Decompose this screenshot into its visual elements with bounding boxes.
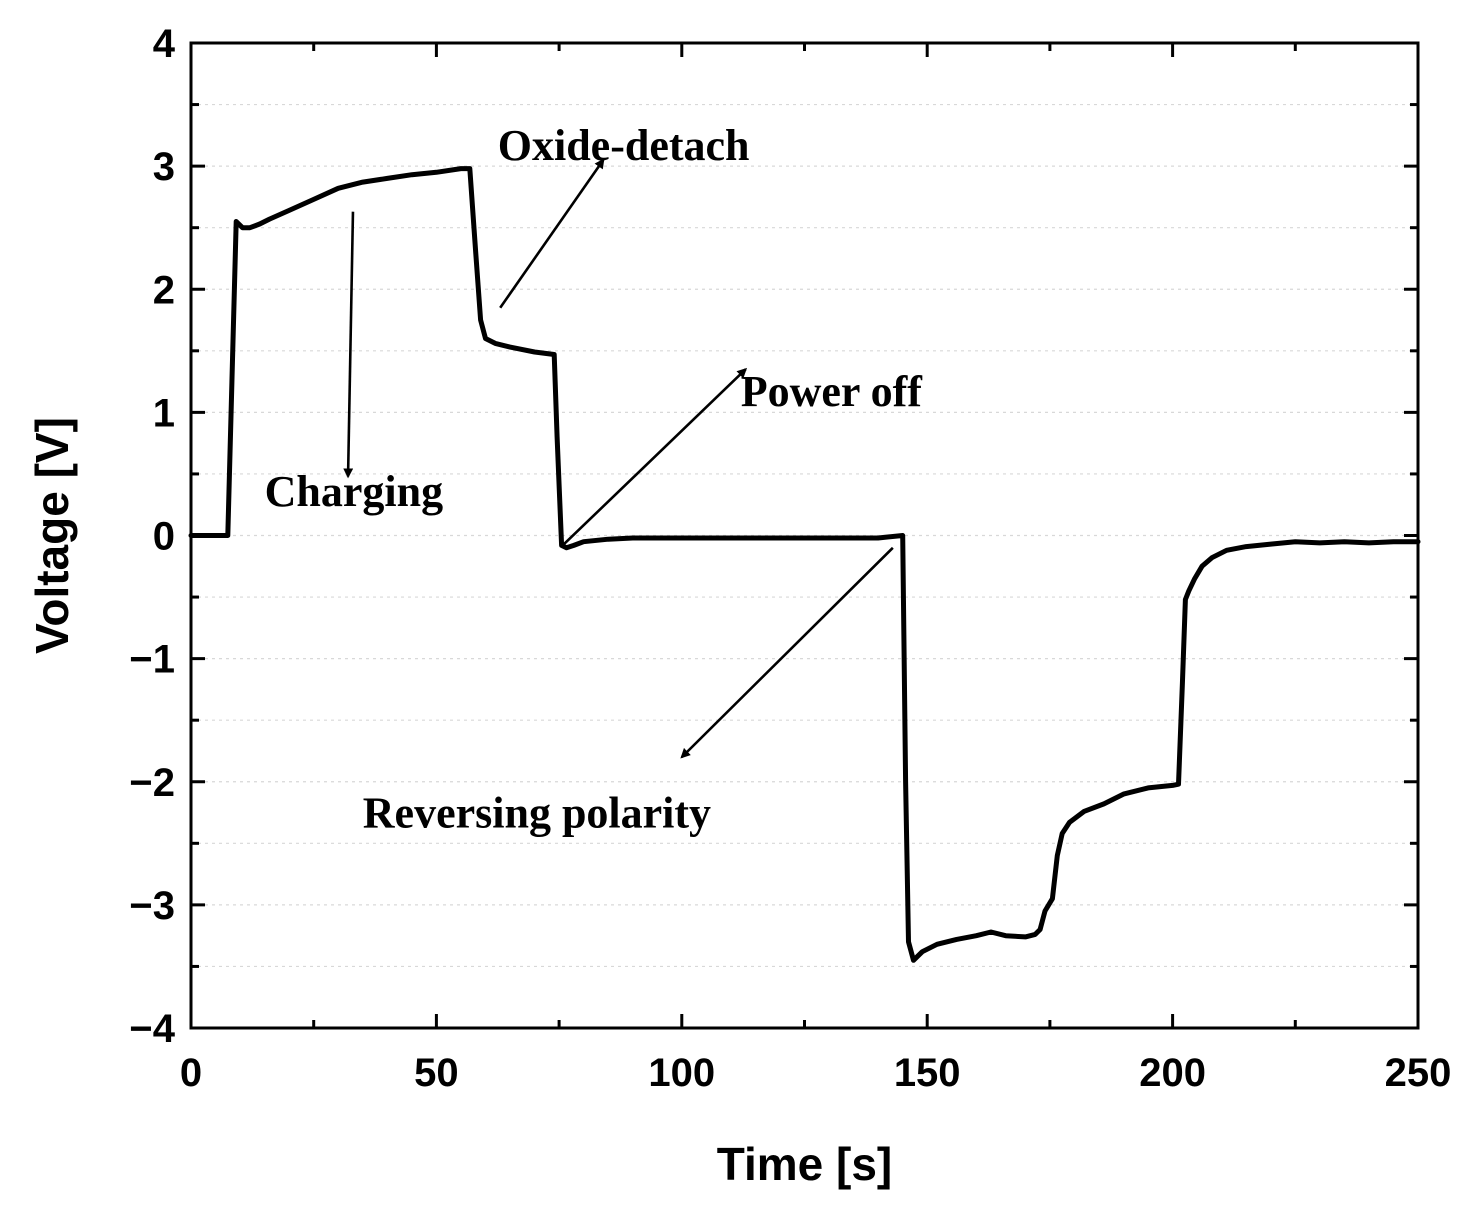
x-tick-label: 0 — [180, 1051, 202, 1095]
annotation-label: Reversing polarity — [363, 788, 711, 837]
annotation-arrow — [343, 211, 355, 479]
x-tick-label: 100 — [648, 1051, 715, 1095]
voltage-series-line — [188, 166, 1421, 963]
annotations: Oxide-detach Power off Charging Reversing p… — [265, 121, 924, 837]
x-tick-label: 50 — [414, 1051, 459, 1095]
annotation-arrow — [680, 546, 894, 759]
annotation-arrow — [499, 158, 605, 309]
y-tick-label: −1 — [129, 638, 175, 682]
grid-lines — [191, 103, 1418, 968]
y-tick-label: 1 — [153, 391, 175, 435]
y-tick-label: 4 — [153, 22, 176, 66]
annotation-label: Power off — [741, 367, 924, 416]
y-tick-label: 3 — [153, 145, 175, 189]
y-tick-label: −4 — [129, 1007, 175, 1051]
series-layer — [188, 166, 1421, 963]
y-tick-label: −2 — [129, 761, 175, 805]
annotation-label: Charging — [265, 467, 443, 516]
y-tick-label: 2 — [153, 268, 175, 312]
annotation-label: Oxide-detach — [498, 121, 750, 170]
x-tick-label: 200 — [1139, 1051, 1206, 1095]
x-axis-title: Time [s] — [717, 1138, 893, 1190]
x-tick-label: 150 — [894, 1051, 961, 1095]
x-tick-label: 250 — [1385, 1051, 1452, 1095]
y-tick-label: −3 — [129, 884, 175, 928]
y-axis-title: Voltage [V] — [26, 417, 78, 654]
y-tick-label: 0 — [153, 515, 175, 559]
annotation-arrow — [563, 367, 748, 546]
